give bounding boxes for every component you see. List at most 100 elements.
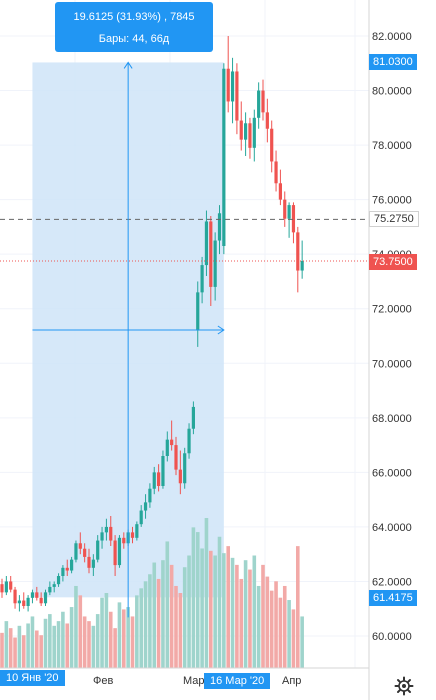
volume-bar [43,618,48,668]
volume-bar [174,585,178,668]
measure-right-arrow [217,325,225,335]
volume-bar [100,597,104,668]
volume-bar [191,527,196,668]
price-axis-ticks: 82.000080.000078.000076.000074.000072.00… [372,31,412,643]
candle-body [26,597,30,606]
candle-body [296,232,300,271]
volume-bar [30,616,35,668]
candle-body [48,586,52,593]
price-tick-label: 78.0000 [372,140,412,152]
candle-body [74,543,78,560]
candle-body [139,510,143,525]
volume-bar [61,611,65,668]
volume-bar [209,550,213,668]
price-tick-label: 82.0000 [372,31,412,43]
candle-body [83,548,87,557]
candle-body [65,567,69,571]
volume-bar [248,569,252,668]
candle-body [104,526,108,533]
candle-body [204,221,209,266]
price-tag-low: 61.4175 [369,590,417,606]
volume-bar [108,611,113,668]
candle-body [187,428,191,454]
candle-body [78,543,82,549]
volume-bar [126,607,130,668]
candle-body [226,68,230,102]
candlesticks [0,36,304,612]
candle-body [261,90,265,113]
candle-body [135,524,139,538]
candle-body [35,592,39,598]
candle-body [287,205,291,219]
volume-bar [87,621,91,668]
candle-body [265,112,269,129]
volume-bar [226,546,230,668]
volume-bar [113,628,117,668]
candle-body [91,559,95,568]
volume-bar [91,625,96,668]
volume-bar [148,574,152,668]
measure-up-arrow [123,61,133,69]
candle-body [209,221,213,287]
level-lines [0,218,369,262]
volume-bar [122,609,126,668]
candle-body [143,502,148,511]
candle-body [17,600,21,604]
candle-body [70,559,74,571]
volume-bar [213,555,217,668]
candle-body [283,199,287,219]
candle-body [278,183,282,200]
candle-body [165,439,169,456]
candle-body [100,532,104,541]
candle-body [122,537,126,544]
volume-bar [230,557,235,668]
price-tick-label: 66.0000 [372,467,412,479]
price-tag-last: 73.7500 [369,254,417,270]
candle-body [270,128,274,162]
volume-bar [139,588,143,668]
volume-bar [82,616,87,668]
volume-bar [21,635,26,668]
volume-bar [200,548,204,668]
price-tag-dashed: 75.2750 [369,211,419,227]
candle-body [157,472,161,486]
measure-tool[interactable] [32,61,225,618]
candle-body [117,537,122,566]
price-tick-label: 64.0000 [372,522,412,534]
candle-body [4,581,8,593]
measure-change-text: 19.6125 (31.93%) , 7845 [73,11,195,23]
volume-bar [182,567,187,668]
volume-bar [256,585,261,668]
volume-bar [252,555,257,668]
candle-body [130,532,135,538]
candle-body [191,406,195,429]
gear-icon[interactable] [394,676,414,696]
volume-bar [69,607,74,668]
candle-body [244,123,248,140]
candle-body [274,161,278,184]
volume-bar [195,532,200,668]
volume-bar [13,637,17,668]
volume-bar [104,593,109,668]
candle-body [96,540,100,560]
volume-bar [8,628,13,668]
volume-bar [26,623,30,668]
time-label-feb: Фев [93,675,114,687]
candle-body [170,439,174,446]
volume-bar [156,578,161,668]
candle-body [148,488,152,503]
candle-body [222,68,226,247]
volume-bar [74,585,78,668]
time-label-mar: Мар [183,675,205,687]
volume-bar [222,553,226,668]
price-tick-label: 76.0000 [372,195,412,207]
volume-bar [4,621,9,668]
volume-bar [291,609,296,668]
candle-body [87,556,91,568]
candle-body [235,71,239,121]
candle-body [183,453,187,484]
volume-bar [0,632,4,668]
candle-body [230,71,235,102]
volume-bar [78,595,83,668]
